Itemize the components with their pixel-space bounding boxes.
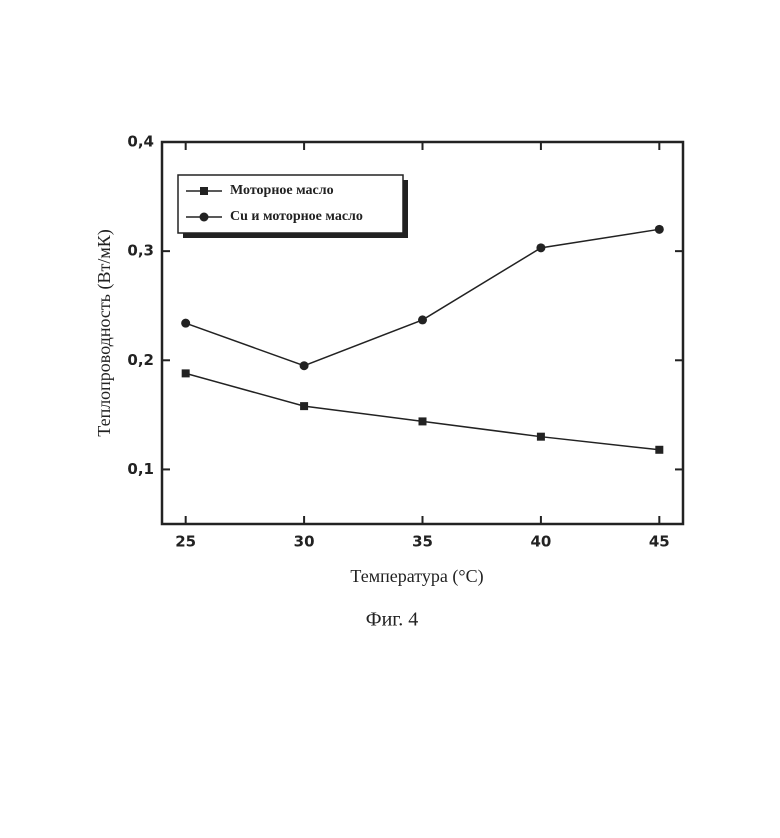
caption: Фиг. 4 — [366, 609, 418, 631]
series-line — [186, 373, 660, 449]
y-tick-label: 0,2 — [127, 351, 154, 369]
x-tick-label: 25 — [175, 533, 196, 551]
marker — [182, 369, 190, 377]
marker — [536, 243, 545, 252]
chart: Температура (°C) Теплопроводность (Вт/мК… — [0, 0, 780, 838]
x-tick-label: 30 — [294, 533, 315, 551]
x-tick-label: 35 — [412, 533, 433, 551]
marker — [655, 225, 664, 234]
x-tick-label: 45 — [649, 533, 670, 551]
marker — [418, 315, 427, 324]
x-axis-label: Температура (°C) — [350, 566, 483, 587]
x-tick-label: 40 — [530, 533, 551, 551]
legend-label: Cu и моторное масло — [230, 209, 363, 224]
y-tick-label: 0,4 — [127, 133, 154, 151]
marker — [300, 402, 308, 410]
marker — [200, 187, 208, 195]
marker — [300, 361, 309, 370]
legend-label: Моторное масло — [230, 183, 334, 198]
marker — [655, 446, 663, 454]
marker — [537, 433, 545, 441]
marker — [419, 417, 427, 425]
y-tick-label: 0,1 — [127, 460, 154, 478]
marker — [181, 319, 190, 328]
y-axis-label: Теплопроводность (Вт/мК) — [94, 229, 115, 436]
y-tick-label: 0,3 — [127, 242, 154, 260]
series-line — [186, 229, 660, 365]
marker — [200, 213, 209, 222]
